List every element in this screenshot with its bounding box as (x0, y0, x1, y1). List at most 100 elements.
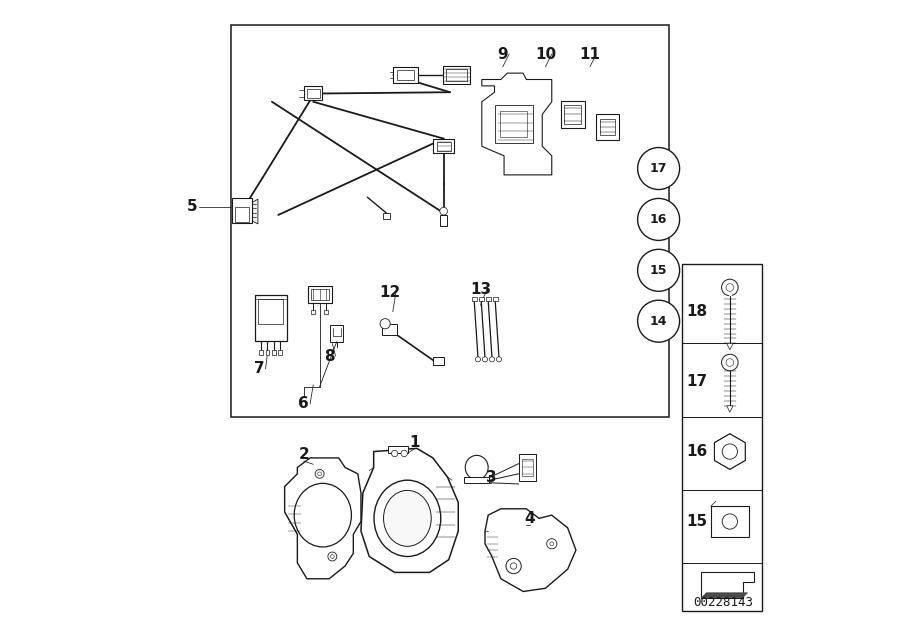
FancyBboxPatch shape (561, 101, 585, 128)
Text: 15: 15 (686, 514, 707, 529)
FancyBboxPatch shape (522, 459, 534, 476)
FancyBboxPatch shape (235, 207, 249, 222)
FancyBboxPatch shape (272, 350, 275, 355)
FancyBboxPatch shape (434, 139, 454, 153)
Circle shape (380, 319, 391, 329)
FancyBboxPatch shape (330, 325, 343, 342)
FancyBboxPatch shape (433, 357, 445, 364)
Polygon shape (715, 434, 745, 469)
Text: 8: 8 (324, 349, 335, 364)
Circle shape (722, 354, 738, 371)
Text: 2: 2 (298, 447, 309, 462)
FancyBboxPatch shape (486, 297, 491, 301)
Circle shape (726, 284, 734, 291)
FancyBboxPatch shape (492, 297, 498, 301)
Circle shape (328, 552, 337, 561)
FancyBboxPatch shape (308, 286, 332, 303)
Circle shape (440, 207, 447, 215)
FancyBboxPatch shape (258, 299, 284, 324)
Text: 16: 16 (650, 213, 667, 226)
Ellipse shape (465, 455, 488, 480)
FancyBboxPatch shape (255, 295, 286, 341)
Text: 12: 12 (379, 285, 400, 300)
FancyBboxPatch shape (597, 114, 619, 140)
Polygon shape (252, 199, 258, 224)
FancyBboxPatch shape (494, 105, 533, 143)
Polygon shape (284, 458, 361, 579)
FancyBboxPatch shape (382, 213, 391, 219)
Text: 3: 3 (486, 469, 497, 485)
Text: 9: 9 (498, 46, 508, 62)
Text: 17: 17 (686, 374, 707, 389)
Ellipse shape (383, 490, 431, 546)
Text: 14: 14 (650, 315, 668, 328)
Circle shape (722, 514, 737, 529)
Circle shape (318, 472, 321, 476)
Circle shape (330, 555, 334, 558)
Text: 15: 15 (650, 264, 668, 277)
FancyBboxPatch shape (393, 67, 418, 83)
FancyBboxPatch shape (230, 25, 670, 417)
Polygon shape (701, 593, 748, 598)
Text: 7: 7 (254, 361, 265, 377)
FancyBboxPatch shape (682, 264, 761, 611)
FancyBboxPatch shape (397, 70, 414, 80)
FancyBboxPatch shape (564, 105, 581, 124)
Polygon shape (485, 509, 576, 591)
FancyBboxPatch shape (443, 66, 470, 84)
FancyBboxPatch shape (446, 69, 466, 81)
Text: 11: 11 (580, 46, 600, 62)
FancyBboxPatch shape (479, 297, 483, 301)
Circle shape (392, 450, 398, 457)
FancyBboxPatch shape (464, 477, 490, 483)
Polygon shape (361, 448, 458, 572)
Text: 13: 13 (470, 282, 491, 297)
Text: 6: 6 (298, 396, 309, 411)
Circle shape (506, 558, 521, 574)
Polygon shape (726, 406, 733, 412)
Text: 4: 4 (524, 511, 535, 526)
FancyBboxPatch shape (307, 89, 320, 98)
FancyBboxPatch shape (440, 215, 446, 226)
Text: 00228143: 00228143 (694, 597, 753, 609)
FancyBboxPatch shape (600, 119, 616, 135)
FancyBboxPatch shape (304, 86, 322, 100)
Text: 10: 10 (535, 46, 556, 62)
FancyBboxPatch shape (472, 297, 477, 301)
Circle shape (722, 444, 737, 459)
Circle shape (497, 357, 501, 362)
Circle shape (510, 563, 517, 569)
Text: 5: 5 (187, 199, 198, 214)
Circle shape (637, 148, 680, 190)
FancyBboxPatch shape (324, 310, 328, 314)
FancyBboxPatch shape (310, 289, 328, 300)
FancyBboxPatch shape (711, 506, 749, 537)
FancyBboxPatch shape (311, 310, 316, 314)
Text: 16: 16 (686, 444, 707, 459)
Polygon shape (726, 343, 733, 350)
Circle shape (637, 300, 680, 342)
Circle shape (315, 469, 324, 478)
Circle shape (726, 359, 734, 366)
FancyBboxPatch shape (382, 324, 397, 335)
FancyBboxPatch shape (500, 111, 527, 137)
Polygon shape (482, 73, 552, 175)
FancyBboxPatch shape (436, 142, 451, 151)
Circle shape (637, 198, 680, 240)
Polygon shape (701, 572, 754, 598)
Circle shape (550, 542, 554, 546)
Circle shape (722, 279, 738, 296)
FancyBboxPatch shape (518, 454, 536, 481)
Circle shape (401, 450, 408, 457)
Ellipse shape (374, 480, 441, 556)
Circle shape (482, 357, 488, 362)
Text: 17: 17 (650, 162, 668, 175)
Ellipse shape (294, 483, 351, 547)
FancyBboxPatch shape (259, 350, 263, 355)
Circle shape (637, 249, 680, 291)
Circle shape (546, 539, 557, 549)
Circle shape (490, 357, 494, 362)
FancyBboxPatch shape (388, 446, 408, 453)
FancyBboxPatch shape (232, 198, 252, 223)
Circle shape (475, 357, 481, 362)
